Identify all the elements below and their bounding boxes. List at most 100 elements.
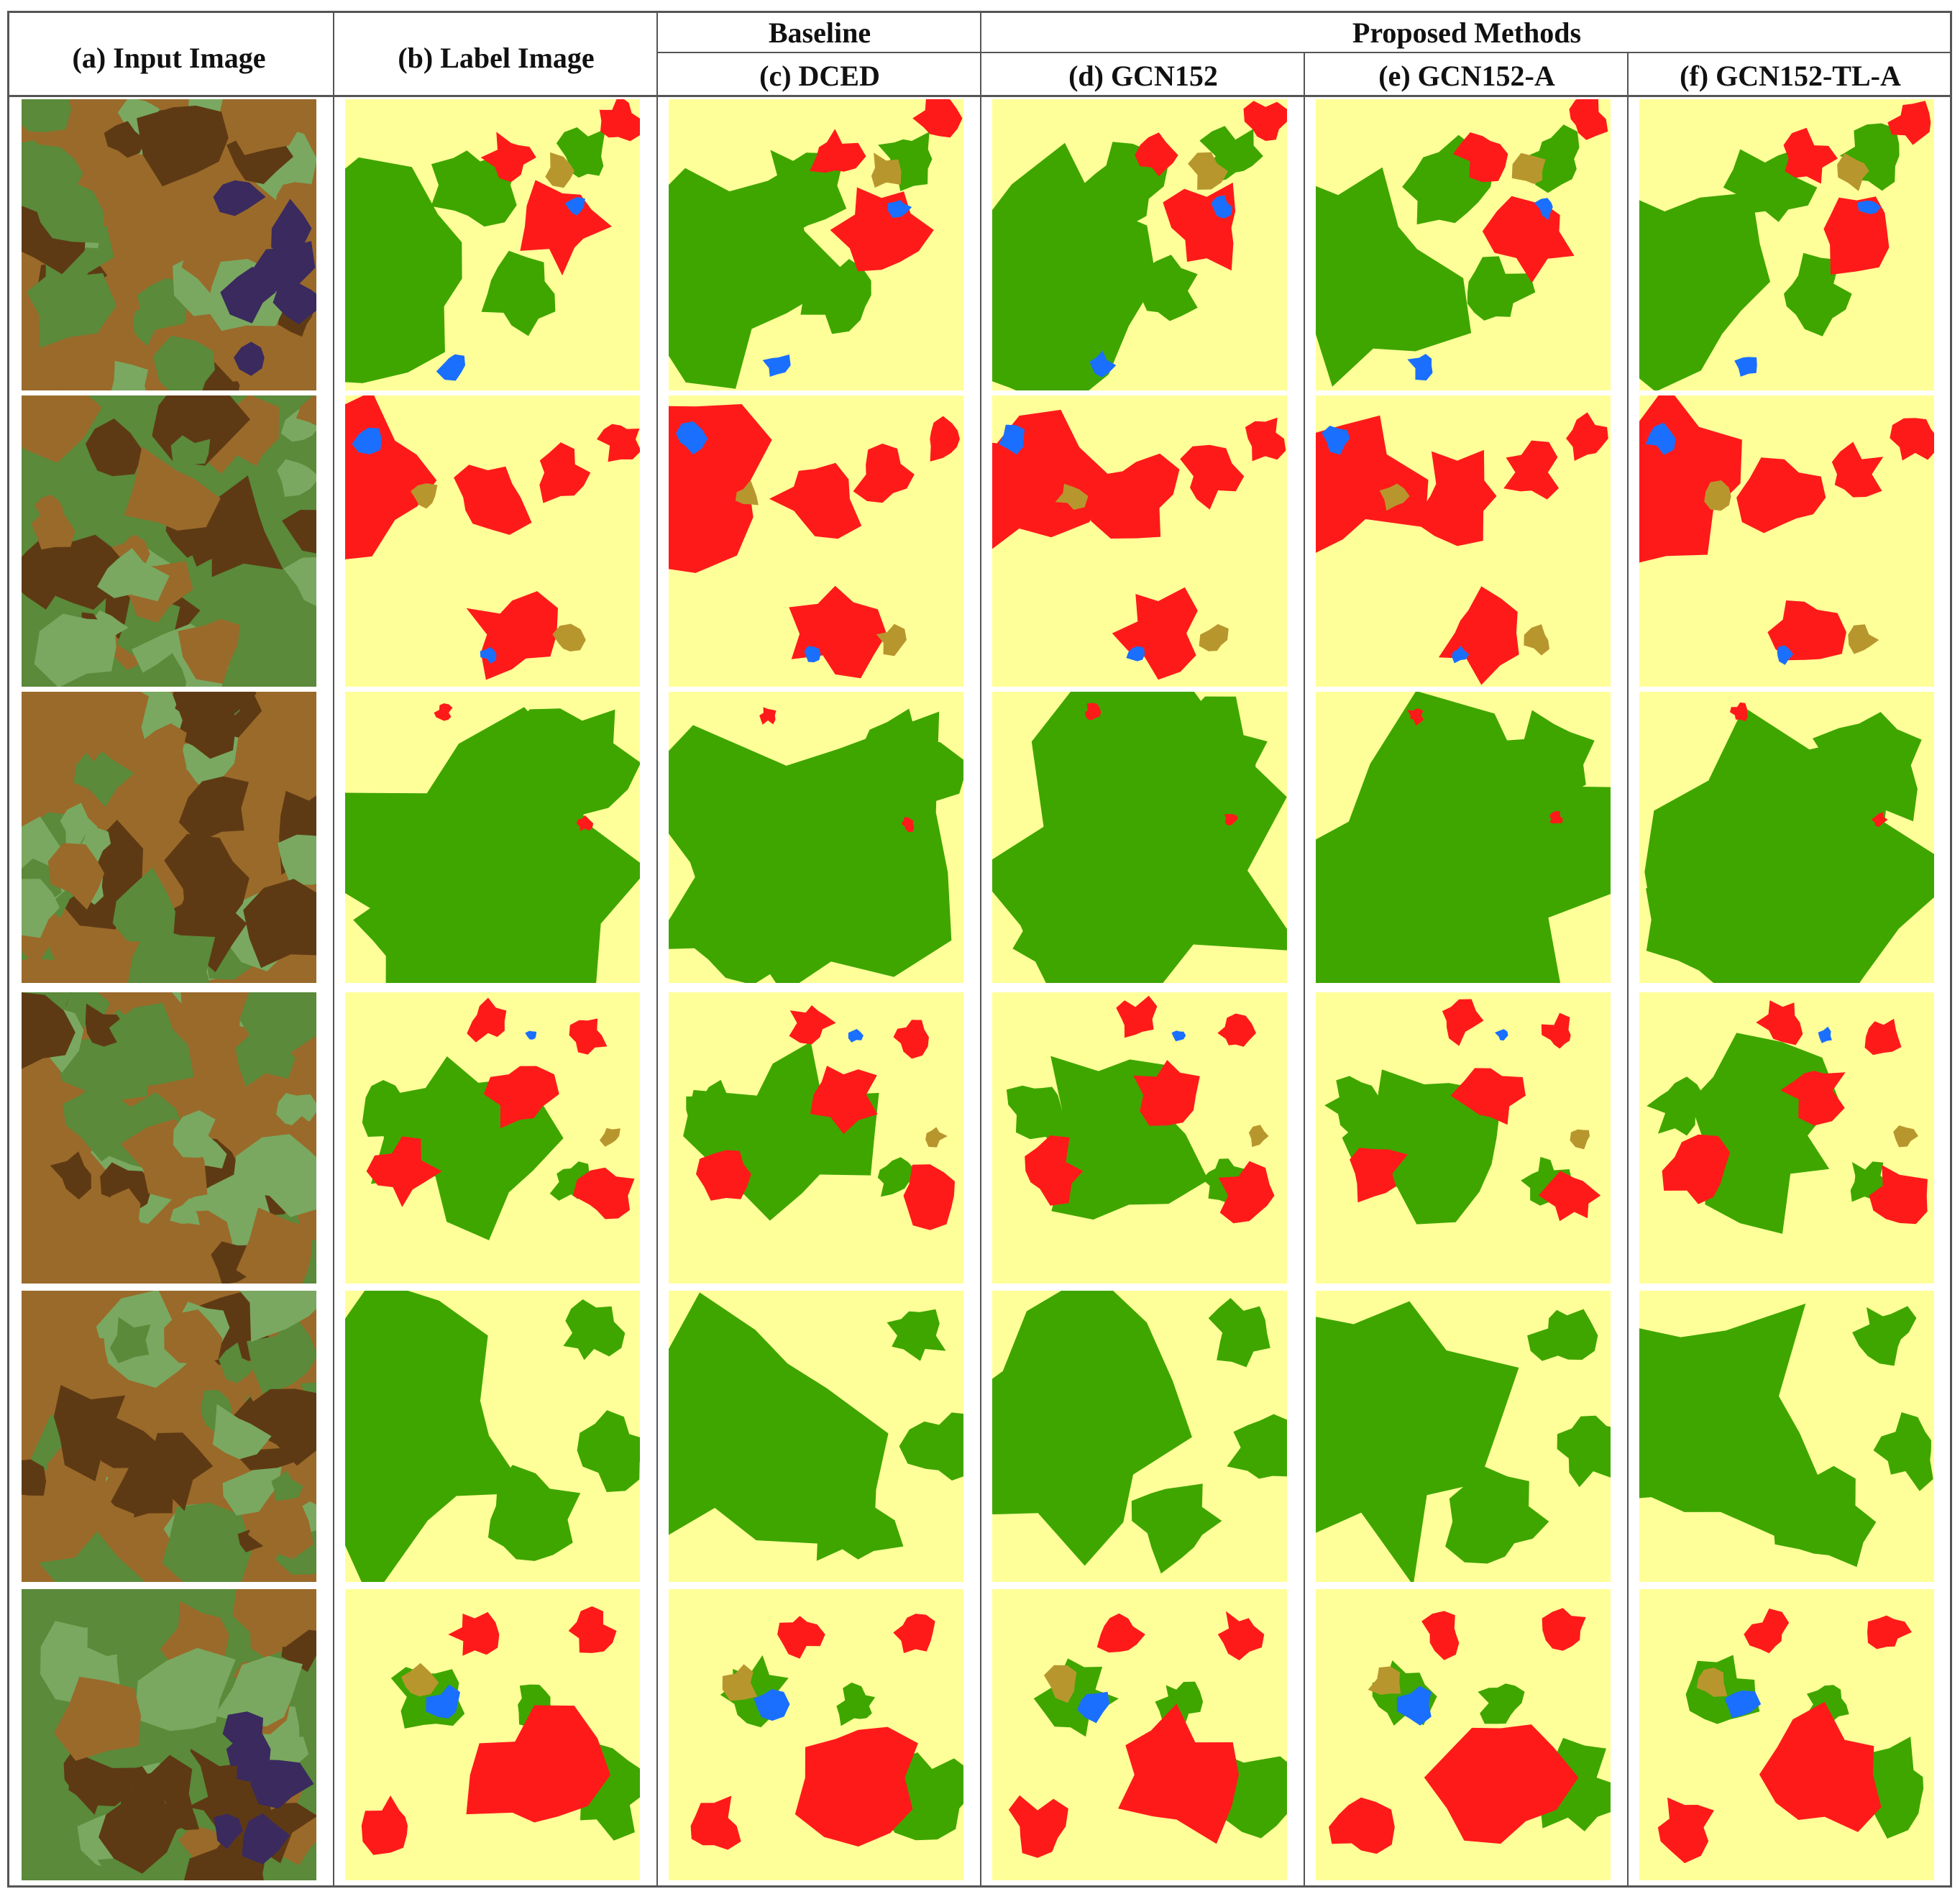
input-image-row-2 bbox=[22, 395, 316, 687]
terrain-patch bbox=[124, 447, 221, 531]
water-region bbox=[1645, 422, 1676, 455]
urban-region bbox=[810, 129, 866, 173]
terrain-patch bbox=[137, 105, 229, 187]
water-region bbox=[1857, 201, 1881, 214]
input-image-row-4 bbox=[22, 992, 316, 1284]
misc-region bbox=[1848, 624, 1879, 654]
input-image-row-5 bbox=[22, 1291, 316, 1582]
urban-region bbox=[1864, 1018, 1902, 1056]
urban-region bbox=[1759, 1701, 1882, 1832]
terrain-patch bbox=[22, 534, 91, 610]
label-image-row-3 bbox=[345, 692, 640, 983]
terrain-patch bbox=[178, 776, 249, 843]
terrain-patch bbox=[30, 1213, 96, 1278]
urban-region bbox=[1871, 812, 1888, 827]
terrain-patch bbox=[170, 435, 211, 469]
terrain-patch bbox=[145, 1432, 214, 1511]
urban-region bbox=[1867, 1615, 1912, 1650]
terrain-patch bbox=[247, 1478, 314, 1560]
forest-region bbox=[1639, 192, 1770, 390]
forest-region bbox=[669, 168, 850, 389]
water-region bbox=[1171, 1030, 1186, 1042]
urban-region bbox=[903, 1164, 955, 1230]
terrain-patch bbox=[60, 802, 98, 846]
terrain-patch bbox=[39, 1531, 145, 1582]
terrain-patch bbox=[99, 1775, 180, 1874]
terrain-patch bbox=[220, 267, 276, 324]
urban-region bbox=[568, 1606, 617, 1653]
forest-region bbox=[1208, 1298, 1270, 1368]
forest-region bbox=[1839, 123, 1900, 191]
urban-region bbox=[361, 1795, 408, 1855]
urban-region bbox=[853, 443, 915, 503]
terrain-patch bbox=[277, 459, 316, 497]
misc-region bbox=[552, 623, 586, 651]
gcn152a-image-row-6 bbox=[1316, 1589, 1611, 1880]
urban-region bbox=[1569, 99, 1608, 140]
forest-region bbox=[1131, 1483, 1222, 1574]
label-image-row-6 bbox=[345, 1589, 640, 1880]
urban-region bbox=[1887, 101, 1931, 145]
terrain-patch bbox=[52, 130, 100, 180]
gcn152a-image-row-2 bbox=[1316, 395, 1611, 687]
forest-region bbox=[362, 1080, 409, 1144]
terrain-patch bbox=[175, 692, 257, 725]
forest-region bbox=[1647, 1076, 1707, 1136]
terrain-patch bbox=[180, 992, 242, 1033]
terrain-patch bbox=[22, 99, 72, 132]
urban-region bbox=[1133, 1060, 1200, 1126]
forest-region bbox=[1120, 255, 1198, 321]
forest-region bbox=[345, 157, 462, 383]
forest-region bbox=[1520, 124, 1580, 193]
terrain-patch bbox=[107, 193, 173, 260]
terrain-patch bbox=[271, 1470, 303, 1501]
table-right-border bbox=[1950, 11, 1952, 1888]
group-header-baseline: Baseline bbox=[768, 17, 871, 49]
forest-region bbox=[1646, 857, 1779, 983]
terrain-patch bbox=[53, 1385, 126, 1482]
urban-region bbox=[572, 1167, 635, 1220]
urban-region bbox=[1823, 196, 1890, 275]
forest-region bbox=[1813, 712, 1922, 822]
urban-region bbox=[1180, 444, 1245, 510]
terrain-patch bbox=[235, 1032, 296, 1087]
urban-region bbox=[893, 1020, 929, 1059]
water-region bbox=[999, 424, 1025, 455]
urban-region bbox=[366, 1136, 442, 1207]
water-region bbox=[480, 646, 497, 664]
urban-region bbox=[810, 1066, 878, 1135]
urban-region bbox=[1090, 453, 1180, 539]
terrain-patch bbox=[239, 1291, 316, 1342]
urban-region bbox=[696, 1150, 751, 1201]
terrain-patch bbox=[296, 395, 316, 426]
forest-region bbox=[669, 858, 794, 983]
terrain-patch bbox=[50, 1151, 91, 1200]
urban-region bbox=[483, 1066, 559, 1129]
misc-region bbox=[1570, 1129, 1590, 1150]
water-region bbox=[1211, 195, 1232, 219]
urban-region bbox=[794, 1726, 918, 1847]
urban-region bbox=[1329, 1797, 1395, 1854]
misc-region bbox=[925, 1127, 948, 1148]
terrain-patch bbox=[111, 360, 149, 390]
urban-region bbox=[1218, 1161, 1275, 1224]
group-header-proposed-methods: Proposed Methods bbox=[1352, 17, 1582, 49]
urban-region bbox=[569, 1018, 608, 1055]
gcn152a-image-row-4 bbox=[1316, 992, 1611, 1284]
forest-region bbox=[1320, 861, 1460, 973]
gcn152tla-image-row-4 bbox=[1639, 992, 1934, 1284]
terrain-patch bbox=[27, 273, 116, 348]
terrain-patch bbox=[47, 843, 105, 910]
column-divider bbox=[1304, 52, 1305, 1888]
forest-region bbox=[577, 1410, 640, 1492]
water-region bbox=[1322, 426, 1350, 455]
dced-image-row-4 bbox=[669, 992, 963, 1284]
terrain-patch bbox=[282, 510, 316, 554]
terrain-patch bbox=[241, 831, 273, 857]
forest-region bbox=[1852, 1306, 1917, 1366]
terrain-patch bbox=[102, 1188, 146, 1245]
forest-region bbox=[992, 1291, 1192, 1566]
misc-region bbox=[876, 623, 907, 657]
terrain-patch bbox=[22, 992, 75, 1069]
